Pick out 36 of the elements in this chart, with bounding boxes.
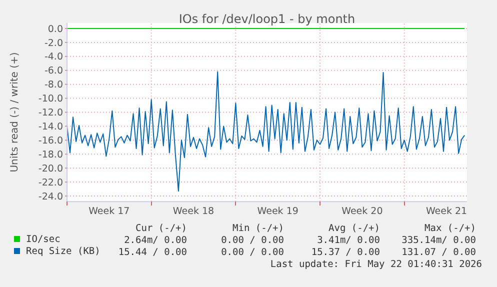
- text: 3.41m/ 0.00: [317, 235, 380, 246]
- y-tick-label: -8.0: [44, 80, 63, 91]
- x-tick-label: Week 20: [342, 206, 383, 217]
- text: Cur (-/+): [136, 223, 187, 234]
- text: Last update: Fri May 22 01:40:31 2026: [270, 259, 482, 270]
- legend-label: IO/sec: [26, 234, 60, 245]
- text: Max (-/+): [424, 223, 476, 234]
- x-tick-label: Week 21: [426, 206, 468, 217]
- x-tick-label: Week 17: [88, 206, 130, 217]
- line-series: [66, 71, 466, 192]
- text: 131.07 / 0.00: [402, 247, 476, 258]
- y-tick-label: -4.0: [44, 52, 63, 63]
- y-tick-label: -6.0: [44, 66, 63, 77]
- y-tick-label: 0.0: [48, 24, 63, 35]
- y-axis-title: Units read (-) / write (+): [10, 52, 20, 172]
- text: Avg (-/+): [328, 223, 380, 234]
- chart-title: IOs for /dev/loop1 - by month: [178, 12, 356, 26]
- text: Min (-/+): [232, 223, 284, 234]
- text: 0.00 / 0.00: [221, 235, 284, 246]
- y-tick-label: -18.0: [38, 149, 63, 160]
- x-tick-label: Week 18: [172, 206, 214, 217]
- y-tick-label: -14.0: [38, 122, 63, 133]
- y-tick-label: -20.0: [38, 163, 63, 174]
- y-tick-label: -2.0: [44, 38, 63, 49]
- x-tick-label: Week 19: [257, 206, 298, 217]
- text: 2.64m/ 0.00: [124, 235, 188, 246]
- y-tick-label: -24.0: [38, 191, 63, 202]
- y-tick-label: -16.0: [38, 135, 63, 146]
- text: 15.37 / 0.00: [311, 247, 380, 258]
- y-tick-label: -22.0: [38, 177, 63, 188]
- text: 15.44 / 0.00: [118, 247, 188, 258]
- y-tick-label: -10.0: [38, 94, 63, 105]
- y-tick-label: -12.0: [38, 108, 63, 119]
- text: 0.00 / 0.00: [221, 247, 284, 258]
- text: 335.14m/ 0.00: [402, 235, 476, 246]
- legend-label: Req Size (KB): [26, 246, 100, 257]
